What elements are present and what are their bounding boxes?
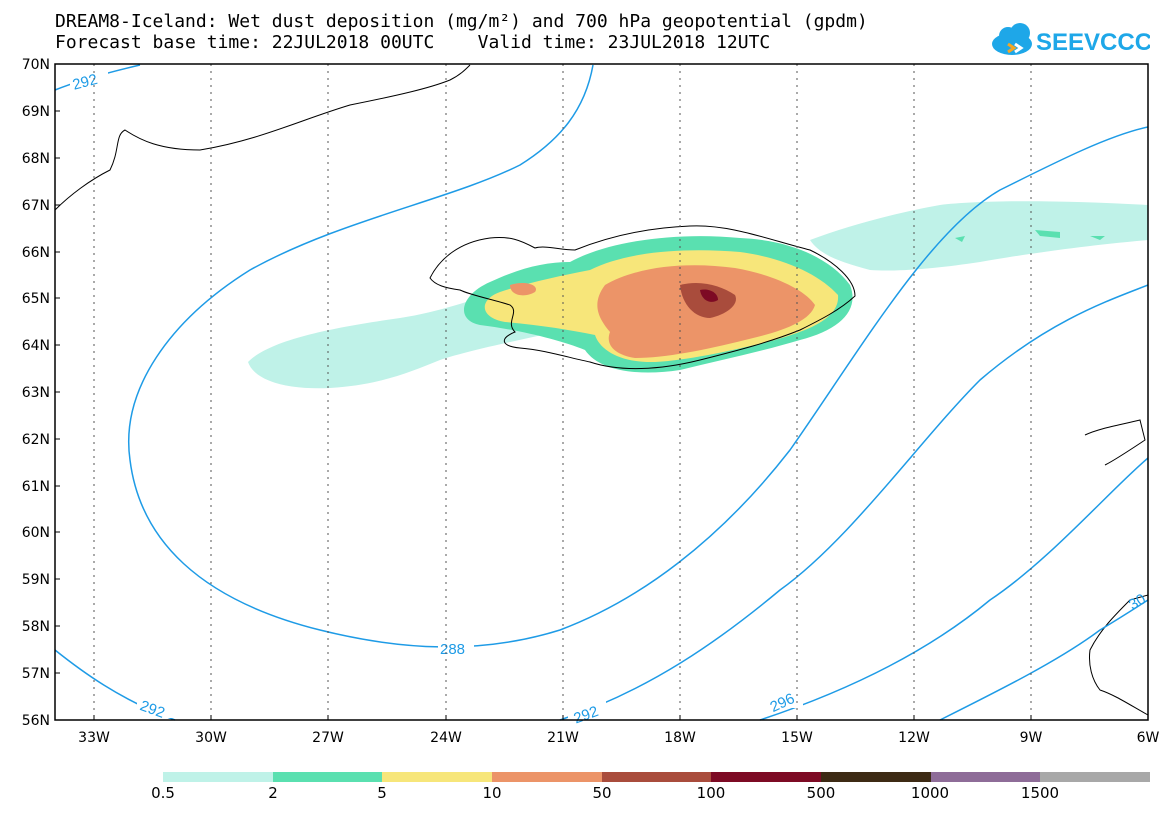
contour-label: 30 xyxy=(1126,591,1149,614)
seevccc-logo: SEEVCCC xyxy=(992,23,1150,56)
lat-label: 59N xyxy=(22,572,50,588)
lon-label: 27W xyxy=(312,730,344,746)
lon-label: 6W xyxy=(1137,730,1160,746)
lat-label: 69N xyxy=(22,104,50,120)
lat-label: 64N xyxy=(22,338,50,354)
legend-label: 1000 xyxy=(910,784,950,802)
lon-label: 30W xyxy=(195,730,227,746)
map-title: DREAM8-Iceland: Wet dust deposition (mg/… xyxy=(55,11,868,32)
contour-label: 292 xyxy=(71,71,100,94)
longitude-ticks xyxy=(93,715,1149,720)
legend-swatch xyxy=(601,772,712,782)
dust-deposition-field xyxy=(248,201,1148,389)
cloud-icon xyxy=(992,23,1032,55)
lat-label: 70N xyxy=(22,57,50,73)
lat-label: 65N xyxy=(22,291,50,307)
legend-swatch xyxy=(821,772,931,782)
lat-label: 61N xyxy=(22,479,50,495)
map-subtitle: Forecast base time: 22JUL2018 00UTC Vali… xyxy=(55,32,771,53)
legend-swatch xyxy=(382,772,493,782)
latitude-labels: 70N 69N 68N 67N 66N 65N 64N 63N 62N 61N … xyxy=(22,57,50,729)
lat-label: 67N xyxy=(22,198,50,214)
lat-label: 57N xyxy=(22,666,50,682)
lon-label: 9W xyxy=(1020,730,1043,746)
legend-swatch xyxy=(492,772,602,782)
map-frame xyxy=(54,63,1149,721)
legend-label: 2 xyxy=(268,784,278,802)
geopotential-contours xyxy=(54,64,1149,721)
lat-label: 62N xyxy=(22,432,50,448)
longitude-labels: 33W 30W 27W 24W 21W 18W 15W 12W 9W 6W xyxy=(78,730,1159,746)
lon-label: 12W xyxy=(898,730,930,746)
lon-label: 18W xyxy=(664,730,696,746)
legend-label: 10 xyxy=(482,784,502,802)
color-legend xyxy=(163,772,1151,782)
legend-label: 500 xyxy=(806,784,836,802)
lat-label: 56N xyxy=(22,713,50,729)
contour-label: 288 xyxy=(440,641,465,658)
lat-label: 58N xyxy=(22,619,50,635)
coastlines xyxy=(54,64,1149,716)
legend-swatch xyxy=(930,772,1041,782)
lon-label: 24W xyxy=(430,730,462,746)
latitude-ticks xyxy=(55,63,60,721)
legend-label: 1500 xyxy=(1020,784,1060,802)
lat-label: 68N xyxy=(22,151,50,167)
legend-swatch xyxy=(272,772,383,782)
lat-label: 63N xyxy=(22,385,50,401)
graticule xyxy=(93,64,1032,720)
legend-swatch xyxy=(711,772,822,782)
lat-label: 60N xyxy=(22,525,50,541)
legend-label: 5 xyxy=(377,784,387,802)
contour-labels: 292 288 292 296 292 30 xyxy=(70,70,1149,727)
lon-label: 21W xyxy=(547,730,579,746)
legend-label: 50 xyxy=(592,784,612,802)
logo-text: SEEVCCC xyxy=(1036,29,1150,56)
legend-label: 100 xyxy=(696,784,726,802)
legend-swatch xyxy=(163,772,273,782)
lon-label: 15W xyxy=(781,730,813,746)
legend-label: 0.5 xyxy=(151,784,175,802)
lat-label: 66N xyxy=(22,245,50,261)
lon-label: 33W xyxy=(78,730,110,746)
legend-swatch xyxy=(1040,772,1151,782)
